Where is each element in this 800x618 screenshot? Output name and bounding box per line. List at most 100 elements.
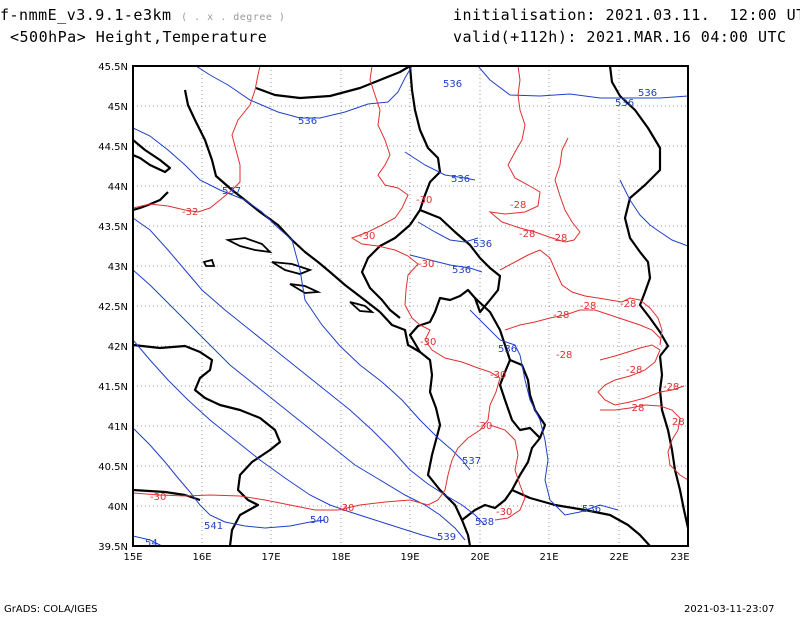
field-title: <500hPa> Height,Temperature	[10, 28, 268, 46]
graticule	[133, 66, 688, 546]
height-contour-536-central	[417, 221, 479, 243]
model-name: f-nmmE_v3.9.1-e3km ( . x . degree )	[0, 6, 285, 24]
temp-label: -28	[510, 200, 526, 211]
lat-label: 43.5N	[98, 222, 128, 233]
height-label: 536	[498, 344, 517, 355]
height-label: 537	[462, 456, 481, 467]
temp-contour-28-b	[499, 249, 663, 346]
height-contour-537-west	[133, 127, 471, 471]
height-label: 536	[298, 116, 317, 127]
temp-label: -30	[418, 259, 434, 270]
temp-label: -32	[182, 207, 198, 218]
lat-label: 41.5N	[98, 382, 128, 393]
height-label: 541	[204, 521, 223, 532]
height-contour-536-east2	[619, 179, 688, 247]
coastlines	[133, 66, 688, 546]
height-label: 538	[475, 517, 494, 528]
lon-label: 17E	[261, 552, 280, 563]
italy-coast-north	[133, 139, 172, 174]
lat-label: 40N	[108, 502, 128, 513]
model-unit: ( . x . degree )	[181, 12, 286, 23]
height-contour-541	[133, 427, 326, 529]
island-4	[202, 258, 216, 267]
temp-label: -28	[620, 299, 636, 310]
lon-label: 23E	[670, 552, 689, 563]
model-name-text: f-nmmE_v3.9.1-e3km	[0, 6, 172, 24]
height-label: 536	[615, 98, 634, 109]
island-3	[289, 283, 322, 294]
temp-contour-32	[133, 66, 261, 213]
temp-contour-30-south	[489, 424, 526, 521]
island-5	[349, 301, 375, 314]
montenegro-albania-coast	[379, 311, 472, 546]
serbia-border	[408, 208, 502, 353]
lon-label: 19E	[400, 552, 419, 563]
temp-contour-28-c	[504, 309, 661, 339]
init-time: initialisation: 2021.03.11. 12:00 UTC	[453, 6, 800, 24]
height-label: 536	[473, 239, 492, 250]
lat-label: 42N	[108, 342, 128, 353]
temp-label: -30	[416, 195, 432, 206]
greece-east-coast	[658, 355, 688, 529]
lon-label: 18E	[331, 552, 350, 563]
lat-label: 39.5N	[98, 542, 128, 553]
height-contour-54x	[133, 535, 163, 546]
height-label: 540	[310, 515, 329, 526]
timestamp: 2021-03-11-23:07	[684, 604, 775, 615]
temp-label: -30	[490, 370, 506, 381]
sava-border	[255, 66, 411, 100]
lat-label: 45N	[108, 102, 128, 113]
croatia-coast	[183, 89, 381, 313]
lat-label: 41N	[108, 422, 128, 433]
height-label: 536	[638, 88, 657, 99]
temp-contour-28-e	[600, 404, 688, 481]
temp-label: -30	[420, 337, 436, 348]
temp-label: -28	[628, 403, 644, 414]
height-label: 536	[582, 504, 601, 515]
height-label: 536	[452, 265, 471, 276]
bosnia-south-border	[360, 224, 411, 319]
lat-label: 44.5N	[98, 142, 128, 153]
temperature-labels: -32 -30 -30 -30 -28 -28 -28 -28 -28 -30 …	[150, 195, 685, 518]
height-contour-536-ne	[477, 66, 688, 99]
lat-label: 40.5N	[98, 462, 128, 473]
temp-label: -30	[150, 492, 166, 503]
greece-border	[511, 488, 651, 546]
lon-label: 21E	[539, 552, 558, 563]
height-contour-536-east	[404, 151, 476, 181]
temp-contour-28-d	[597, 344, 685, 406]
height-contours	[133, 66, 688, 546]
temp-label: -30	[476, 421, 492, 432]
temp-label: -28	[551, 233, 567, 244]
height-label: 54	[145, 538, 158, 549]
macedonia-bulgaria-border	[509, 358, 547, 439]
albania-greece-border	[461, 489, 513, 521]
italy-heel	[133, 488, 201, 502]
credit: GrADS: COLA/IGES	[4, 604, 98, 615]
height-contour-538	[133, 217, 486, 526]
lon-label: 16E	[192, 552, 211, 563]
temp-label: -30	[338, 503, 354, 514]
lat-label: 43N	[108, 262, 128, 273]
lon-axis: 15E 16E 17E 18E 19E 20E 21E 22E 23E	[123, 552, 689, 563]
height-contour-536-c2	[409, 254, 483, 273]
temp-label: -28	[580, 301, 596, 312]
island-1	[224, 237, 273, 254]
island-2	[271, 261, 313, 275]
plot-frame	[132, 65, 689, 547]
kosovo-macedonia-border	[474, 297, 542, 491]
height-contour-539	[133, 269, 466, 541]
temp-label: -28	[556, 350, 572, 361]
lat-label: 44N	[108, 182, 128, 193]
temp-label: -30	[359, 231, 375, 242]
lat-label: 45.5N	[98, 62, 128, 73]
height-contour-536-north	[195, 66, 413, 119]
height-contour-536-c3	[469, 309, 619, 516]
temp-label: -30	[496, 507, 512, 518]
height-label: 539	[437, 532, 456, 543]
temp-contour-28-a	[488, 66, 581, 243]
temp-contour-30-north	[133, 66, 501, 511]
lon-label: 20E	[470, 552, 489, 563]
lat-axis: 45.5N 45N 44.5N 44N 43.5N 43N 42.5N 42N …	[98, 62, 128, 553]
